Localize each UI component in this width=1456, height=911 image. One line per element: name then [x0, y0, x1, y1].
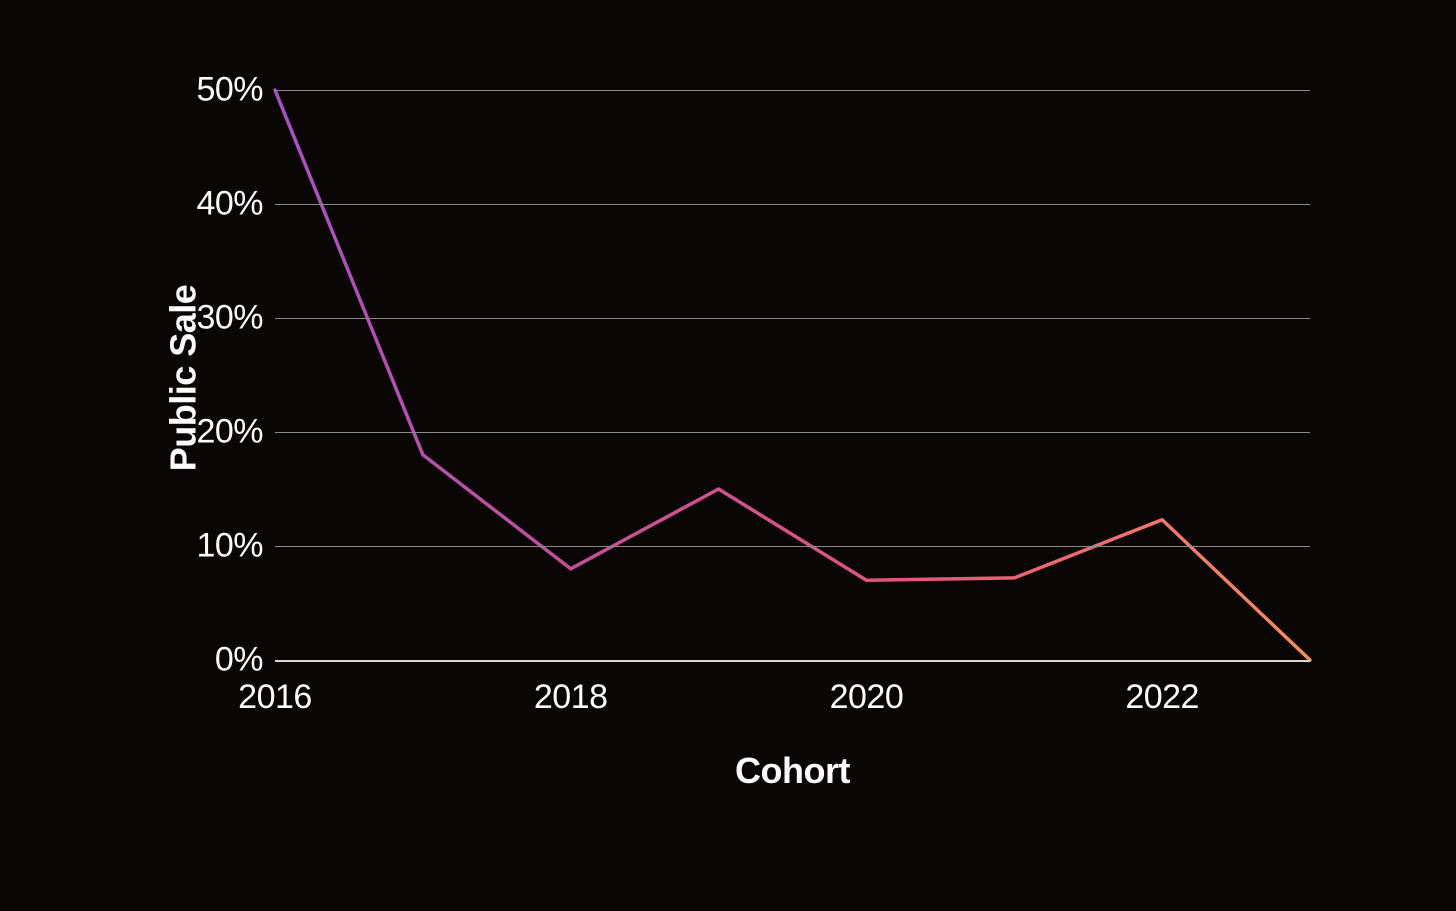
chart-line-svg — [275, 90, 1310, 660]
y-tick-label: 30% — [196, 299, 275, 338]
gridline — [275, 204, 1310, 205]
y-axis-title: Public Sale — [162, 285, 204, 472]
plot-area: 0%10%20%30%40%50%2016201820202022 — [275, 90, 1310, 660]
x-tick-label: 2018 — [534, 660, 608, 717]
line-chart: 0%10%20%30%40%50%2016201820202022 Public… — [0, 0, 1456, 911]
y-tick-label: 10% — [196, 527, 275, 566]
x-axis-title: Cohort — [735, 750, 850, 792]
y-tick-label: 20% — [196, 413, 275, 452]
y-tick-label: 40% — [196, 185, 275, 224]
y-tick-label: 50% — [196, 71, 275, 110]
gridline — [275, 90, 1310, 91]
gridline — [275, 318, 1310, 319]
x-tick-label: 2016 — [238, 660, 312, 717]
x-tick-label: 2022 — [1125, 660, 1199, 717]
data-line — [275, 90, 1310, 660]
x-tick-label: 2020 — [830, 660, 904, 717]
gridline — [275, 546, 1310, 547]
gridline — [275, 432, 1310, 433]
